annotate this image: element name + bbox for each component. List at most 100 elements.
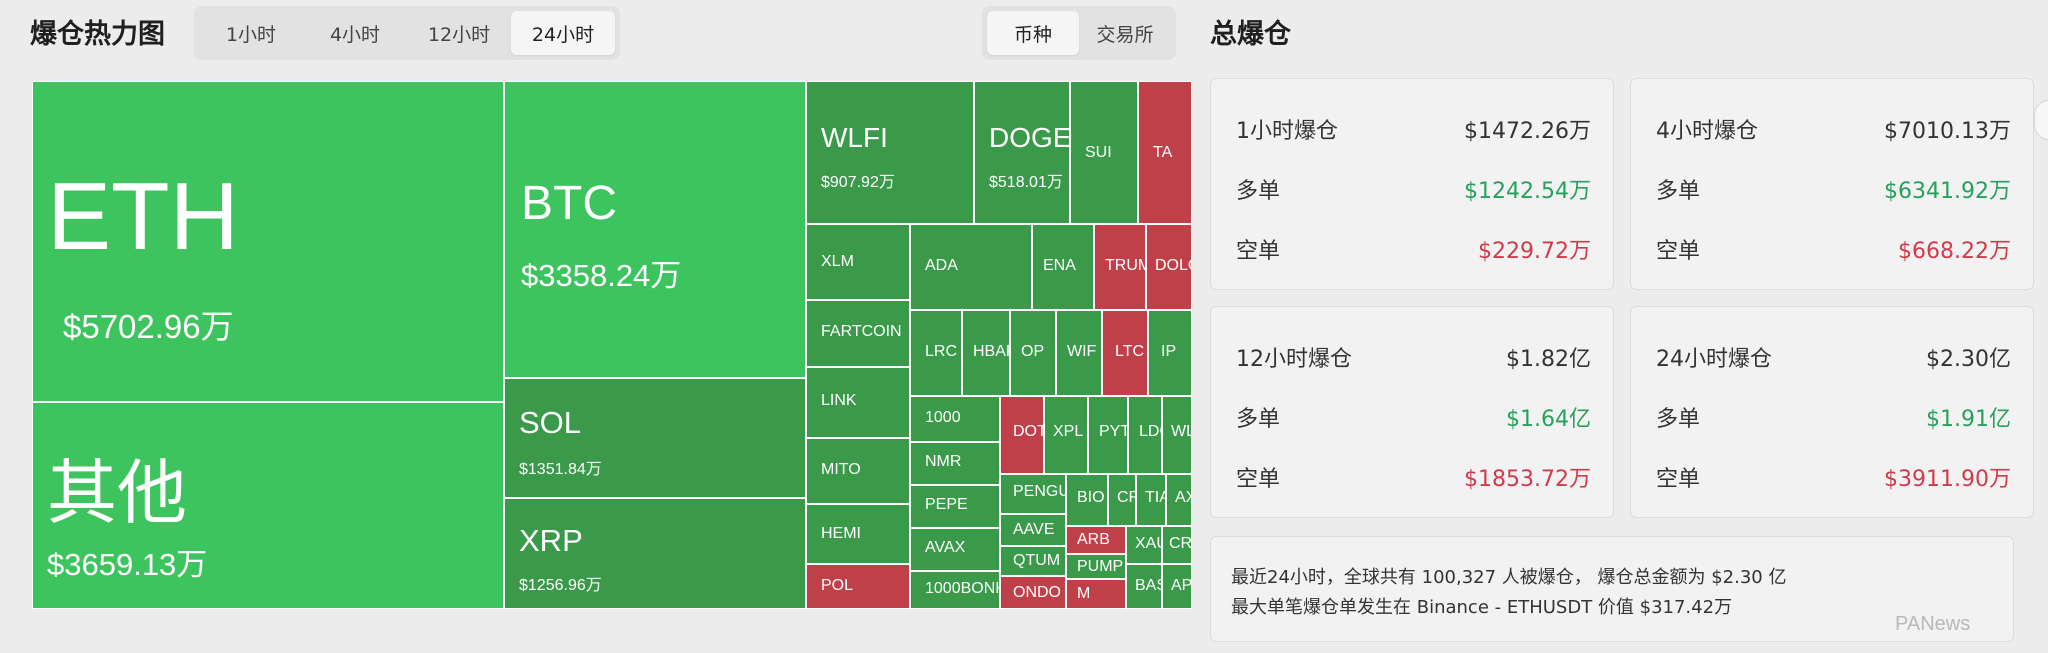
summary-line-1: 最近24小时，全球共有 100,327 人被爆仓， 爆仓总金额为 $2.30 亿 bbox=[1231, 567, 1787, 588]
treemap-tile-sol[interactable]: SOL $1351.84万 bbox=[504, 378, 806, 498]
short-label: 空单 bbox=[1236, 239, 1281, 264]
treemap-tile-1000bonk[interactable]: 1000BONK bbox=[910, 571, 1000, 609]
treemap-tile-pepe[interactable]: PEPE bbox=[910, 485, 1000, 528]
long-value: $1242.54万 bbox=[1464, 179, 1591, 204]
treemap-tile-mito[interactable]: MITO bbox=[806, 438, 910, 504]
tile-symbol: SOL bbox=[519, 405, 582, 440]
card-total-value: $1472.26万 bbox=[1464, 119, 1591, 144]
tile-symbol: PEPE bbox=[925, 496, 968, 513]
treemap-tile-ltc[interactable]: LTC bbox=[1102, 310, 1148, 396]
card-4h-liquidation: 4小时爆仓 $7010.13万 多单 $6341.92万 空单 $668.22万 bbox=[1630, 78, 2034, 290]
treemap-tile-eth[interactable]: ETH $5702.96万 bbox=[32, 81, 504, 402]
short-value: $3911.90万 bbox=[1884, 467, 2011, 492]
tile-symbol: QTUM bbox=[1013, 552, 1061, 569]
tab-12h[interactable]: 12小时 bbox=[427, 23, 491, 46]
long-label: 多单 bbox=[1236, 407, 1281, 432]
treemap-tile-arb[interactable]: ARB bbox=[1066, 526, 1126, 554]
tile-symbol: WLD bbox=[1171, 423, 1191, 440]
treemap-tile-hemi[interactable]: HEMI bbox=[806, 504, 910, 564]
treemap-tile-hbar[interactable]: HBAR bbox=[962, 310, 1010, 396]
tile-symbol: ARB bbox=[1077, 531, 1110, 548]
treemap-tile-btc[interactable]: BTC $3358.24万 bbox=[504, 81, 806, 378]
treemap-tile-m[interactable]: M bbox=[1066, 579, 1126, 609]
treemap-tile-link[interactable]: LINK bbox=[806, 367, 910, 438]
summary-line-2: 最大单笔爆仓单发生在 Binance - ETHUSDT 价值 $317.42万 bbox=[1231, 597, 1733, 618]
treemap-tile-dot[interactable]: DOT bbox=[1000, 396, 1044, 474]
long-value: $6341.92万 bbox=[1884, 179, 2011, 204]
tile-symbol: DOT bbox=[1013, 423, 1044, 440]
tab-4h[interactable]: 4小时 bbox=[329, 23, 381, 46]
treemap-tile-qtum[interactable]: QTUM bbox=[1000, 546, 1066, 576]
treemap-tile-aave[interactable]: AAVE bbox=[1000, 514, 1066, 546]
tile-symbol: 1000BONK bbox=[925, 580, 1000, 597]
treemap-tile-fartcoin[interactable]: FARTCOIN bbox=[806, 300, 910, 367]
treemap-tile-axs[interactable]: AXS bbox=[1166, 474, 1192, 526]
treemap-tile-ena[interactable]: ENA bbox=[1032, 224, 1094, 310]
treemap-tile-ta[interactable]: TA bbox=[1138, 81, 1192, 224]
treemap-tile-1000[interactable]: 1000 bbox=[910, 396, 1000, 442]
card-period-label: 24小时爆仓 bbox=[1656, 347, 1772, 372]
treemap-tile-xlm[interactable]: XLM bbox=[806, 224, 910, 300]
tile-value: $3659.13万 bbox=[47, 547, 208, 582]
tile-symbol: XPL bbox=[1053, 423, 1084, 440]
tile-symbol: HBAR bbox=[973, 343, 1009, 360]
tab-24h[interactable]: 24小时 bbox=[511, 11, 615, 55]
treemap-tile-sui[interactable]: SUI bbox=[1070, 81, 1138, 224]
treemap-tile-pol[interactable]: POL bbox=[806, 564, 910, 609]
tile-symbol: TA bbox=[1153, 144, 1173, 161]
long-label: 多单 bbox=[1656, 179, 1701, 204]
card-period-label: 12小时爆仓 bbox=[1236, 347, 1352, 372]
treemap-tile-ada[interactable]: ADA bbox=[910, 224, 1032, 310]
treemap-tile-pump[interactable]: PUMP bbox=[1066, 554, 1126, 579]
treemap-tile-ondo[interactable]: ONDO bbox=[1000, 576, 1066, 609]
tile-value: $1351.84万 bbox=[519, 461, 602, 478]
tile-symbol: OP bbox=[1021, 343, 1045, 360]
tile-symbol: FARTCOIN bbox=[821, 323, 902, 340]
treemap-tile-doge[interactable]: DOGE $518.01万 bbox=[974, 81, 1070, 224]
treemap-tile-bas[interactable]: BAS bbox=[1126, 564, 1162, 609]
long-value: $1.91亿 bbox=[1926, 407, 2011, 432]
short-value: $1853.72万 bbox=[1464, 467, 1591, 492]
tile-symbol: BIO bbox=[1077, 489, 1105, 506]
tile-symbol: IP bbox=[1161, 343, 1177, 360]
treemap-tile-pengu[interactable]: PENGU bbox=[1000, 474, 1066, 514]
treemap-tile-dolo[interactable]: DOLO bbox=[1146, 224, 1192, 310]
treemap-tile-cro[interactable]: CRO bbox=[1162, 526, 1192, 564]
treemap-tile-nmr[interactable]: NMR bbox=[910, 442, 1000, 485]
card-total-value: $1.82亿 bbox=[1506, 347, 1591, 372]
tile-value: $1256.96万 bbox=[519, 577, 602, 594]
card-total-value: $2.30亿 bbox=[1926, 347, 2011, 372]
tab-1h[interactable]: 1小时 bbox=[225, 23, 277, 46]
group-by-selector: 币种 交易所 bbox=[982, 6, 1176, 60]
treemap-tile-lrc[interactable]: LRC bbox=[910, 310, 962, 396]
treemap-tile-其他[interactable]: 其他 $3659.13万 bbox=[32, 402, 504, 609]
treemap-tile-apt[interactable]: APT bbox=[1162, 564, 1192, 609]
treemap-tile-pyth[interactable]: PYTH bbox=[1088, 396, 1128, 474]
side-scroll-button[interactable] bbox=[2034, 100, 2048, 140]
tile-symbol: LTC bbox=[1115, 343, 1145, 360]
treemap-tile-ip[interactable]: IP bbox=[1148, 310, 1192, 396]
tab-by-exchange[interactable]: 交易所 bbox=[1096, 23, 1154, 46]
card-period-label: 4小时爆仓 bbox=[1656, 119, 1758, 144]
tile-symbol: PUMP bbox=[1077, 558, 1124, 575]
treemap-tile-wif[interactable]: WIF bbox=[1056, 310, 1102, 396]
treemap-tile-wld[interactable]: WLD bbox=[1162, 396, 1192, 474]
treemap-tile-bio[interactable]: BIO bbox=[1066, 474, 1108, 526]
treemap-tile-xrp[interactable]: XRP $1256.96万 bbox=[504, 498, 806, 609]
treemap-tile-xaut[interactable]: XAUT bbox=[1126, 526, 1162, 564]
tile-symbol: XAUT bbox=[1135, 535, 1161, 552]
treemap-tile-op[interactable]: OP bbox=[1010, 310, 1056, 396]
time-range-selector: 1小时 4小时 12小时 24小时 bbox=[194, 6, 620, 60]
treemap-tile-wlfi[interactable]: WLFI $907.92万 bbox=[806, 81, 974, 224]
treemap-tile-xpl[interactable]: XPL bbox=[1044, 396, 1088, 474]
tile-symbol: ADA bbox=[925, 257, 958, 274]
tile-symbol: ETH bbox=[47, 163, 239, 270]
tile-symbol: TIA bbox=[1145, 489, 1165, 506]
totals-title: 总爆仓 bbox=[1210, 19, 1291, 50]
tab-by-coin[interactable]: 币种 bbox=[987, 11, 1079, 55]
treemap-tile-avax[interactable]: AVAX bbox=[910, 528, 1000, 571]
treemap-tile-ldo[interactable]: LDO bbox=[1128, 396, 1162, 474]
treemap-tile-crv[interactable]: CRV bbox=[1108, 474, 1136, 526]
treemap-tile-tia[interactable]: TIA bbox=[1136, 474, 1166, 526]
treemap-tile-trump[interactable]: TRUMP bbox=[1094, 224, 1146, 310]
